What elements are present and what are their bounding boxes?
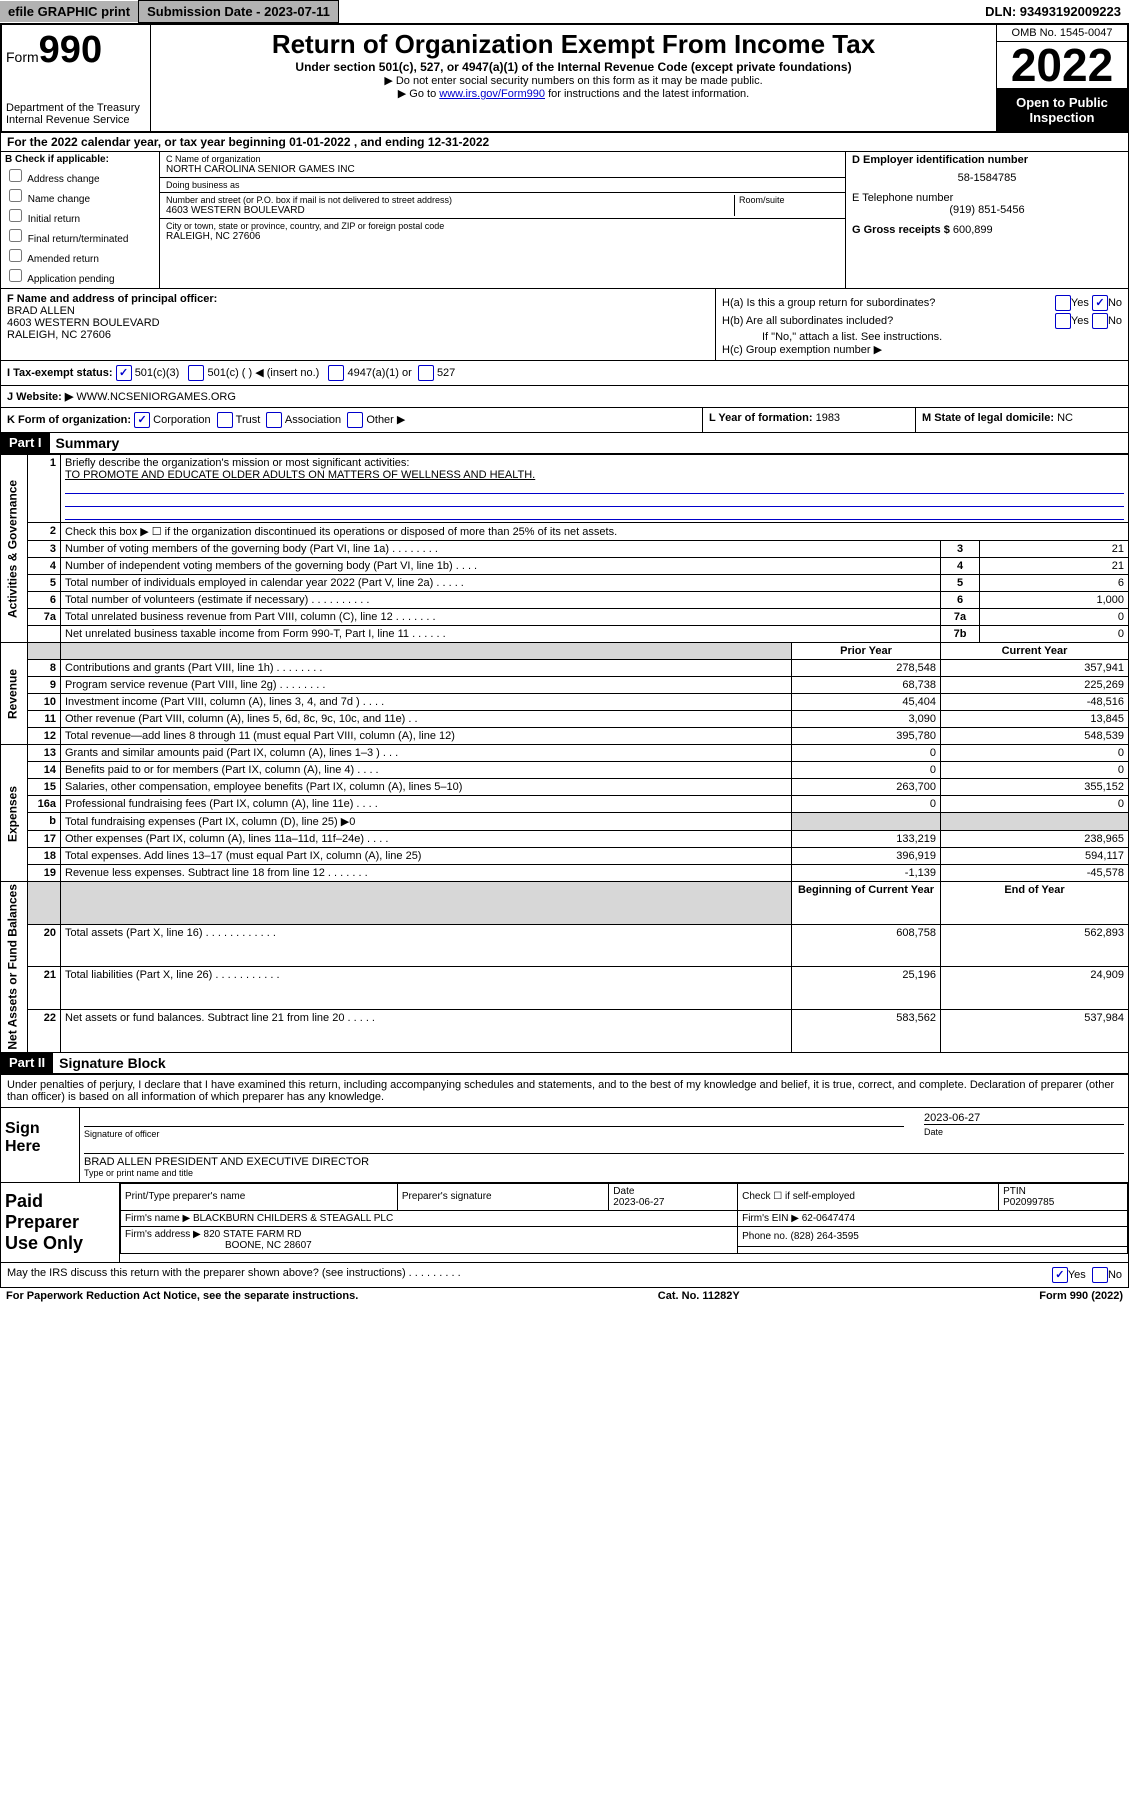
chk-ha-yes[interactable] <box>1055 295 1071 311</box>
form-header: Form990 Department of the Treasury Inter… <box>0 25 1129 133</box>
table-row: 12Total revenue—add lines 8 through 11 (… <box>1 728 1129 745</box>
table-row: 8Contributions and grants (Part VIII, li… <box>1 660 1129 677</box>
ein: 58-1584785 <box>852 172 1122 184</box>
col-de: D Employer identification number 58-1584… <box>846 152 1128 288</box>
table-row: 22Net assets or fund balances. Subtract … <box>1 1009 1129 1052</box>
website: WWW.NCSENIORGAMES.ORG <box>76 391 236 403</box>
discuss-row: May the IRS discuss this return with the… <box>1 1262 1128 1287</box>
table-row: bTotal fundraising expenses (Part IX, co… <box>1 813 1129 831</box>
firm-phone: (828) 264-3595 <box>790 1231 858 1242</box>
chk-other[interactable] <box>347 412 363 428</box>
signature-block: Under penalties of perjury, I declare th… <box>0 1074 1129 1288</box>
table-row: 21Total liabilities (Part X, line 26) . … <box>1 967 1129 1010</box>
summary-table: Activities & Governance 1 Briefly descri… <box>0 454 1129 1053</box>
form990-link[interactable]: www.irs.gov/Form990 <box>439 88 545 100</box>
firm-name: BLACKBURN CHILDERS & STEAGALL PLC <box>193 1213 393 1224</box>
officer-printed-name: BRAD ALLEN PRESIDENT AND EXECUTIVE DIREC… <box>84 1156 1124 1168</box>
year-formation: 1983 <box>816 412 840 424</box>
section-bcde: B Check if applicable: Address change Na… <box>0 152 1129 288</box>
row-a-tax-year: For the 2022 calendar year, or tax year … <box>0 133 1129 152</box>
phone: (919) 851-5456 <box>852 204 1122 216</box>
note-1: ▶ Do not enter social security numbers o… <box>155 74 992 87</box>
vert-net-assets: Net Assets or Fund Balances <box>1 882 28 1053</box>
chk-ha-no[interactable] <box>1092 295 1108 311</box>
chk-hb-no[interactable] <box>1092 313 1108 329</box>
chk-assoc[interactable] <box>266 412 282 428</box>
col-b-check: B Check if applicable: Address change Na… <box>1 152 160 288</box>
dept-label: Department of the Treasury Internal Reve… <box>6 102 146 126</box>
vert-governance: Activities & Governance <box>1 455 28 643</box>
chk-corp[interactable] <box>134 412 150 428</box>
row-klm: K Form of organization: Corporation Trus… <box>0 408 1129 433</box>
table-row: 14Benefits paid to or for members (Part … <box>1 762 1129 779</box>
table-row: 10Investment income (Part VIII, column (… <box>1 694 1129 711</box>
table-row: 19Revenue less expenses. Subtract line 1… <box>1 865 1129 882</box>
form-number: Form990 <box>6 29 146 72</box>
org-city: RALEIGH, NC 27606 <box>166 231 839 242</box>
chk-final-return[interactable] <box>9 229 22 242</box>
chk-501c3[interactable] <box>116 365 132 381</box>
mission-text: TO PROMOTE AND EDUCATE OLDER ADULTS ON M… <box>65 469 1124 481</box>
vert-revenue: Revenue <box>1 643 28 745</box>
row-j-website: J Website: ▶ WWW.NCSENIORGAMES.ORG <box>0 386 1129 408</box>
table-row: 16aProfessional fundraising fees (Part I… <box>1 796 1129 813</box>
chk-hb-yes[interactable] <box>1055 313 1071 329</box>
chk-501c[interactable] <box>188 365 204 381</box>
firm-ein: 62-0647474 <box>802 1213 855 1224</box>
declaration: Under penalties of perjury, I declare th… <box>1 1075 1128 1107</box>
chk-discuss-no[interactable] <box>1092 1267 1108 1283</box>
form-subtitle: Under section 501(c), 527, or 4947(a)(1)… <box>155 60 992 74</box>
chk-527[interactable] <box>418 365 434 381</box>
chk-name-change[interactable] <box>9 189 22 202</box>
table-row: 18Total expenses. Add lines 13–17 (must … <box>1 848 1129 865</box>
top-bar: efile GRAPHIC print Submission Date - 20… <box>0 0 1129 25</box>
paid-preparer-label: Paid Preparer Use Only <box>1 1183 120 1262</box>
sig-date: 2023-06-27 <box>924 1112 1124 1124</box>
table-row: 11Other revenue (Part VIII, column (A), … <box>1 711 1129 728</box>
org-address: 4603 WESTERN BOULEVARD <box>166 205 734 216</box>
table-row: 3Number of voting members of the governi… <box>1 541 1129 558</box>
chk-discuss-yes[interactable] <box>1052 1267 1068 1283</box>
table-row: 9Program service revenue (Part VIII, lin… <box>1 677 1129 694</box>
chk-initial-return[interactable] <box>9 209 22 222</box>
chk-amended[interactable] <box>9 249 22 262</box>
preparer-table: Print/Type preparer's name Preparer's si… <box>120 1183 1128 1254</box>
org-name: NORTH CAROLINA SENIOR GAMES INC <box>166 164 839 175</box>
part-1-header: Part I Summary <box>0 433 1129 454</box>
table-row: 15Salaries, other compensation, employee… <box>1 779 1129 796</box>
table-row: 17Other expenses (Part IX, column (A), l… <box>1 831 1129 848</box>
submission-date: Submission Date - 2023-07-11 <box>138 0 339 23</box>
officer-name: BRAD ALLEN <box>7 305 709 317</box>
chk-4947[interactable] <box>328 365 344 381</box>
chk-trust[interactable] <box>217 412 233 428</box>
tax-year: 2022 <box>997 42 1127 89</box>
vert-expenses: Expenses <box>1 745 28 882</box>
col-c-org: C Name of organization NORTH CAROLINA SE… <box>160 152 846 288</box>
table-row: Net unrelated business taxable income fr… <box>1 626 1129 643</box>
table-row: 6Total number of volunteers (estimate if… <box>1 592 1129 609</box>
ptin: P02099785 <box>1003 1197 1054 1208</box>
chk-app-pending[interactable] <box>9 269 22 282</box>
table-row: 7aTotal unrelated business revenue from … <box>1 609 1129 626</box>
chk-address-change[interactable] <box>9 169 22 182</box>
table-row: 4Number of independent voting members of… <box>1 558 1129 575</box>
table-row: 5Total number of individuals employed in… <box>1 575 1129 592</box>
efile-label[interactable]: efile GRAPHIC print <box>0 1 138 22</box>
row-i-tax-status: I Tax-exempt status: 501(c)(3) 501(c) ( … <box>0 361 1129 386</box>
page-footer: For Paperwork Reduction Act Notice, see … <box>0 1288 1129 1304</box>
note-2: ▶ Go to www.irs.gov/Form990 for instruct… <box>155 87 992 100</box>
section-fh: F Name and address of principal officer:… <box>0 288 1129 361</box>
state-domicile: NC <box>1057 412 1073 424</box>
table-row: 20Total assets (Part X, line 16) . . . .… <box>1 924 1129 967</box>
sign-here-label: Sign Here <box>1 1108 80 1182</box>
part-2-header: Part II Signature Block <box>0 1053 1129 1074</box>
open-public-badge: Open to Public Inspection <box>997 89 1127 131</box>
form-title: Return of Organization Exempt From Incom… <box>155 29 992 60</box>
dln: DLN: 93493192009223 <box>977 1 1129 22</box>
gross-receipts: 600,899 <box>953 224 993 236</box>
